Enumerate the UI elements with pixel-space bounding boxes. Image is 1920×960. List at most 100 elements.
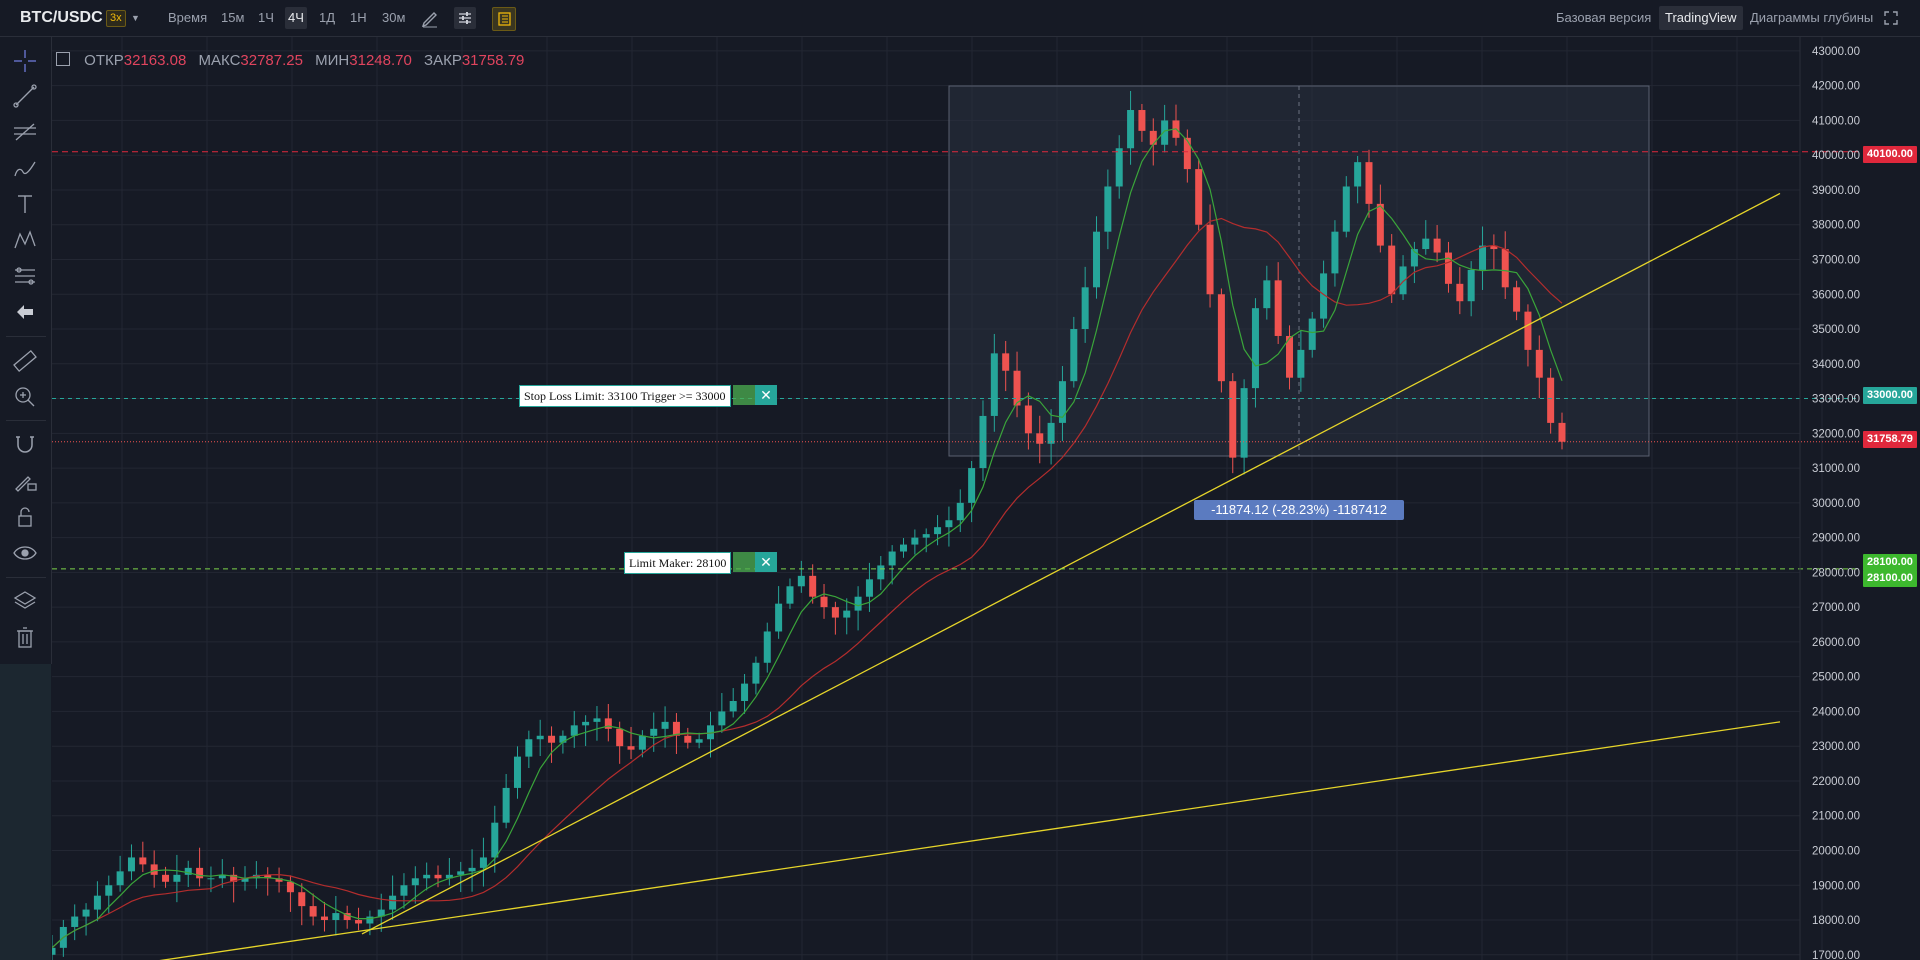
crosshair-icon[interactable] bbox=[11, 47, 39, 75]
candle-body bbox=[320, 916, 328, 921]
candle-body bbox=[956, 502, 964, 521]
cancel-stop-loss-icon[interactable]: ✕ bbox=[755, 385, 777, 405]
candle-body bbox=[820, 596, 828, 608]
candle-body bbox=[1115, 148, 1123, 187]
candle-body bbox=[218, 874, 226, 879]
open-value: 32163.08 bbox=[123, 52, 187, 69]
pair-symbol[interactable]: BTC/USDC bbox=[20, 9, 103, 26]
candle-body bbox=[1433, 238, 1441, 253]
y-tick-label: 41000.00 bbox=[1812, 115, 1860, 127]
candle-body bbox=[1410, 249, 1418, 267]
indicator-settings-icon[interactable] bbox=[454, 7, 476, 29]
candle-body bbox=[1479, 245, 1487, 270]
candle-body bbox=[809, 575, 817, 597]
candle-body bbox=[173, 874, 181, 882]
magnet-icon[interactable] bbox=[11, 431, 39, 459]
candle-body bbox=[604, 718, 612, 729]
fib-retracement-icon[interactable] bbox=[11, 118, 39, 146]
layers-icon[interactable] bbox=[11, 587, 39, 615]
interval-30m[interactable]: 30м bbox=[382, 10, 406, 25]
unlock-icon[interactable] bbox=[11, 503, 39, 531]
candle-body bbox=[207, 878, 215, 880]
y-tick-label: 43000.00 bbox=[1812, 46, 1860, 58]
pencil-icon[interactable] bbox=[419, 7, 441, 29]
drawing-toolbar bbox=[0, 37, 52, 664]
trend-line-icon[interactable] bbox=[11, 82, 39, 110]
y-tick-label: 23000.00 bbox=[1812, 741, 1860, 753]
view-basic[interactable]: Базовая версия bbox=[1556, 10, 1652, 25]
interval-1h[interactable]: 1Ч bbox=[258, 10, 274, 25]
fullscreen-icon[interactable] bbox=[1880, 7, 1902, 29]
interval-1d[interactable]: 1Д bbox=[319, 10, 336, 25]
y-tick-label: 34000.00 bbox=[1812, 359, 1860, 371]
candle-body bbox=[1513, 287, 1521, 312]
candle-body bbox=[400, 885, 408, 896]
legend-toggle-icon[interactable] bbox=[56, 52, 70, 66]
prediction-icon[interactable] bbox=[11, 262, 39, 290]
candle-body bbox=[1501, 249, 1509, 288]
toolbar-empty-area bbox=[0, 664, 51, 960]
y-tick-label: 25000.00 bbox=[1812, 672, 1860, 684]
leverage-badge[interactable]: 3x bbox=[106, 10, 126, 27]
candle-body bbox=[491, 822, 499, 858]
candle-body bbox=[1138, 110, 1146, 131]
candle-body bbox=[536, 735, 544, 740]
y-tick-label: 38000.00 bbox=[1812, 220, 1860, 232]
text-tool-icon[interactable] bbox=[11, 190, 39, 218]
candle-body bbox=[1104, 186, 1112, 232]
candle-body bbox=[570, 725, 578, 736]
time-label[interactable]: Время bbox=[168, 10, 208, 25]
limit-maker-order-label[interactable]: Limit Maker: 28100 bbox=[624, 552, 732, 574]
candle-body bbox=[184, 867, 192, 875]
stop-loss-order-label[interactable]: Stop Loss Limit: 33100 Trigger >= 33000 bbox=[519, 385, 731, 407]
y-tick-label: 28000.00 bbox=[1812, 567, 1860, 579]
candle-body bbox=[990, 353, 998, 416]
candle-body bbox=[1127, 110, 1135, 149]
candle-body bbox=[1206, 224, 1214, 295]
candle-body bbox=[968, 468, 976, 503]
high-label: МАКС bbox=[198, 52, 241, 69]
ruler-icon[interactable] bbox=[11, 347, 39, 375]
brush-icon[interactable] bbox=[11, 154, 39, 182]
lock-drawing-icon[interactable] bbox=[11, 467, 39, 495]
candle-body bbox=[831, 607, 839, 618]
candle-body bbox=[706, 725, 714, 740]
candle-body bbox=[389, 895, 397, 910]
price-tag-last: 31758.79 bbox=[1863, 431, 1917, 448]
view-tradingview[interactable]: TradingView bbox=[1659, 6, 1743, 30]
candle-body bbox=[445, 874, 453, 879]
cancel-limit-maker-icon[interactable]: ✕ bbox=[755, 552, 777, 572]
candle-body bbox=[332, 913, 340, 921]
zoom-in-icon[interactable] bbox=[11, 383, 39, 411]
y-tick-label: 30000.00 bbox=[1812, 498, 1860, 510]
trash-icon[interactable] bbox=[11, 623, 39, 651]
view-depth[interactable]: Диаграммы глубины bbox=[1750, 10, 1874, 25]
candle-body bbox=[343, 913, 351, 921]
candle-body bbox=[900, 544, 908, 552]
candle-body bbox=[241, 878, 249, 882]
back-arrow-icon[interactable] bbox=[11, 298, 39, 326]
y-tick-label: 33000.00 bbox=[1812, 394, 1860, 406]
moving-average-slow bbox=[52, 217, 1563, 949]
pattern-icon[interactable] bbox=[11, 226, 39, 254]
interval-4h[interactable]: 4Ч bbox=[285, 7, 307, 29]
candle-body bbox=[593, 718, 601, 722]
layouts-icon[interactable] bbox=[492, 7, 516, 31]
interval-15m[interactable]: 15м bbox=[221, 10, 245, 25]
close-value: 31758.79 bbox=[461, 52, 525, 69]
y-tick-label: 22000.00 bbox=[1812, 776, 1860, 788]
candle-body bbox=[854, 596, 862, 611]
candle-body bbox=[1274, 280, 1282, 336]
candle-body bbox=[1399, 266, 1407, 295]
eye-icon[interactable] bbox=[11, 539, 39, 567]
candle-body bbox=[1535, 349, 1543, 378]
price-chart[interactable]: 43000.00 42000.00 41000.00 40000.00 39000.00… bbox=[52, 37, 1860, 960]
pair-dropdown-caret-icon[interactable]: ▼ bbox=[131, 13, 140, 23]
moving-average-fast bbox=[52, 128, 1563, 949]
interval-1w[interactable]: 1Н bbox=[350, 10, 367, 25]
candle-body bbox=[366, 916, 374, 924]
candle-body bbox=[548, 735, 556, 743]
y-tick-label: 32000.00 bbox=[1812, 428, 1860, 440]
candle-body bbox=[1422, 238, 1430, 250]
chart-canvas[interactable]: 43000.00 42000.00 41000.00 40000.00 39000.00… bbox=[52, 37, 1860, 960]
